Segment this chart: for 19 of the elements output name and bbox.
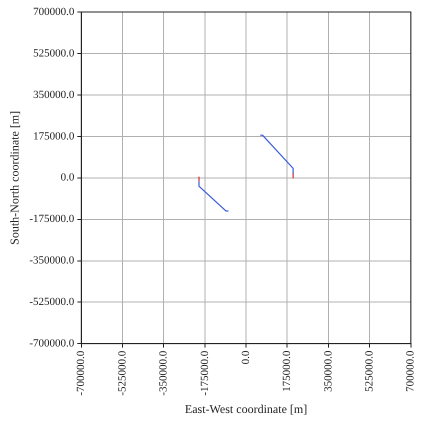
y-tick-label: 700000.0 — [33, 6, 75, 18]
y-tick-label: -350000.0 — [29, 254, 75, 267]
y-tick-label: -175000.0 — [29, 213, 75, 226]
y-tick-label: -700000.0 — [29, 338, 75, 350]
x-tick-label: 525000.0 — [364, 350, 376, 392]
y-axis-title: South-North coordinate [m] — [7, 110, 22, 245]
x-tick-label: 350000.0 — [322, 350, 334, 392]
y-tick-label: 350000.0 — [33, 88, 75, 101]
x-tick-label: 700000.0 — [404, 350, 417, 392]
y-tick-label: 175000.0 — [33, 130, 75, 142]
y-tick-label: 0.0 — [60, 172, 75, 184]
y-tick-label: 525000.0 — [33, 47, 75, 60]
x-tick-label: 0.0 — [240, 350, 252, 364]
x-tick-label: 175000.0 — [281, 350, 294, 392]
x-axis-title: East-West coordinate [m] — [184, 402, 308, 416]
x-tick-label: -175000.0 — [198, 350, 211, 396]
y-tick-label: -525000.0 — [29, 296, 75, 308]
x-tick-label: -525000.0 — [116, 350, 128, 396]
x-tick-label: -350000.0 — [158, 350, 170, 396]
